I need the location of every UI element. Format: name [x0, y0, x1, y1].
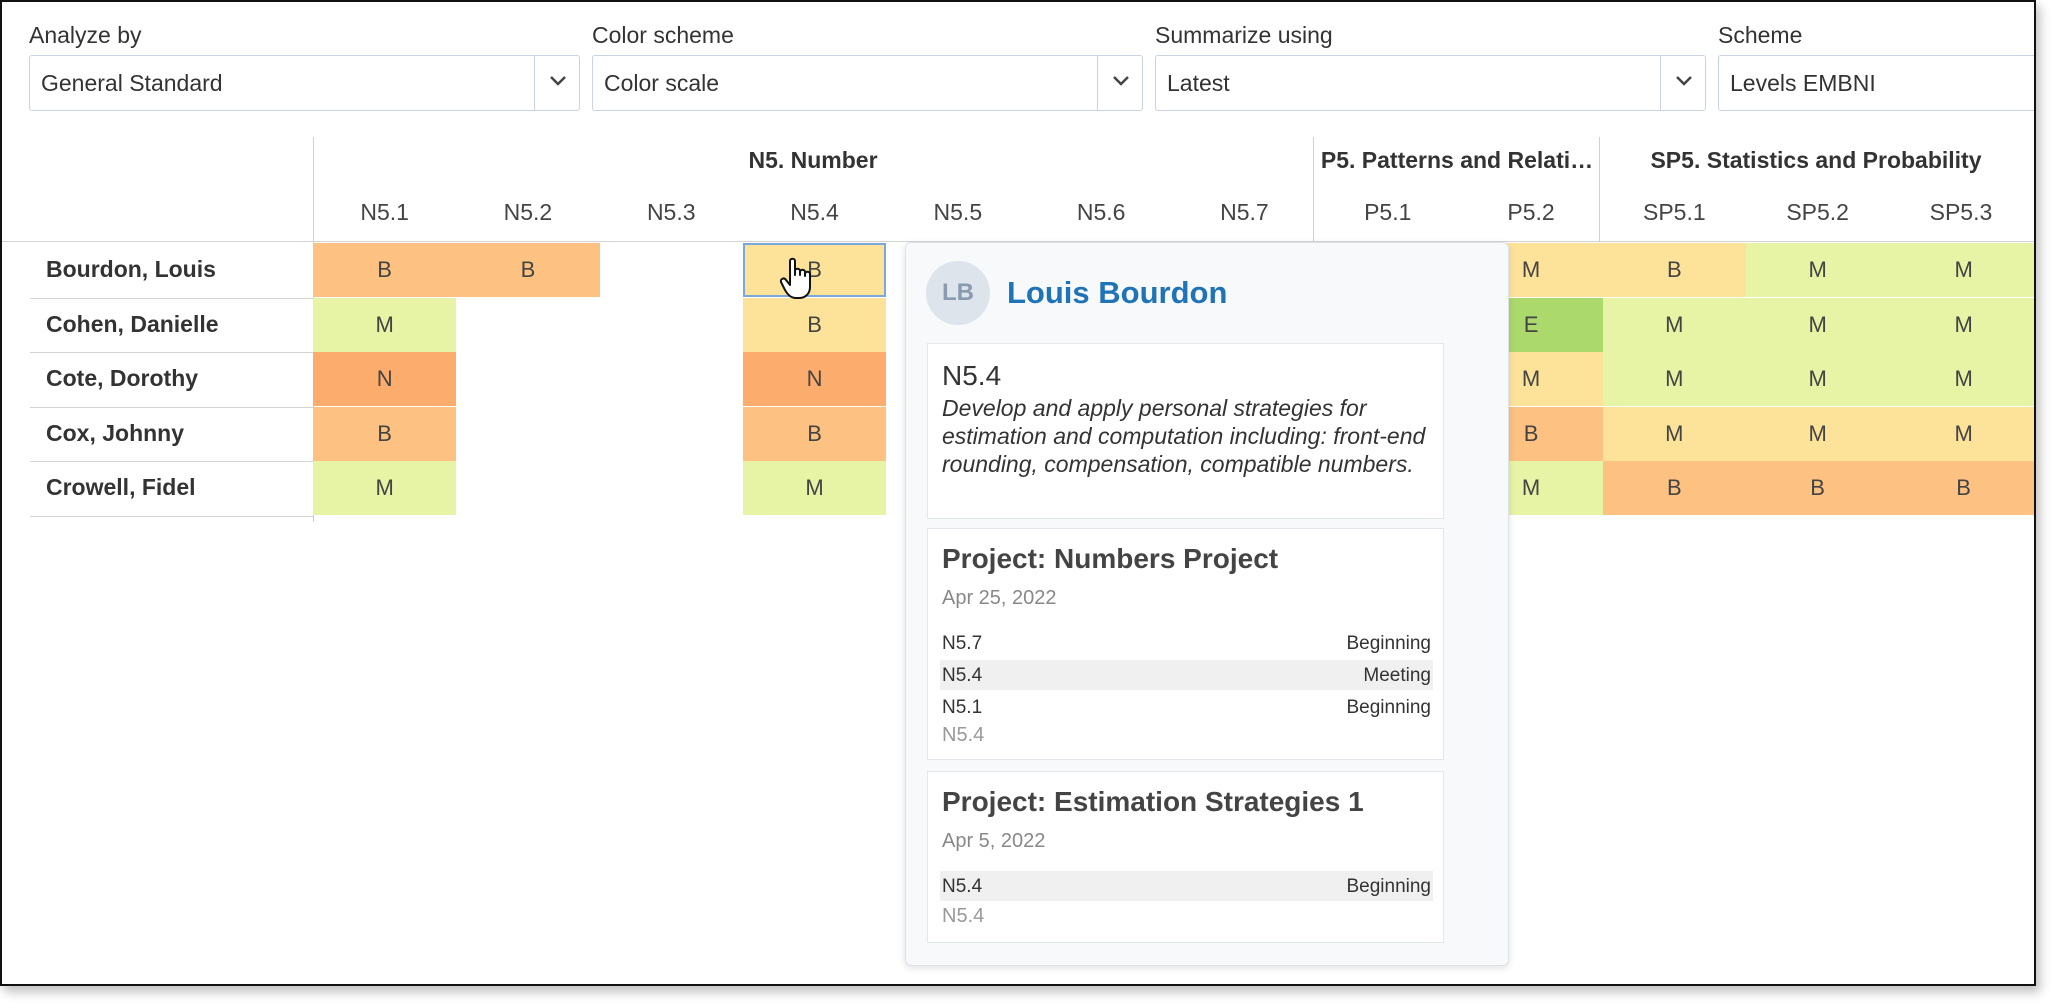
row-divider [30, 352, 313, 353]
group-divider [1313, 137, 1314, 241]
project-footer-code: N5.4 [942, 724, 985, 746]
color-scheme-value: Color scale [604, 70, 720, 96]
group-header-p5: P5. Patterns and Relati… [1320, 147, 1594, 173]
grid-cell[interactable]: B [313, 243, 457, 297]
grid-cell[interactable]: M [1889, 243, 2034, 297]
summarize-value: Latest [1167, 70, 1230, 96]
column-header[interactable]: N5.5 [933, 199, 983, 225]
student-row-name[interactable]: Cohen, Danielle [46, 310, 219, 337]
grid-cell[interactable]: N [742, 352, 887, 406]
standard-description: Develop and apply personal strategies fo… [942, 395, 1426, 477]
row-divider [30, 461, 313, 462]
project-row-level: Meeting [1363, 665, 1431, 686]
project-footer-code: N5.4 [942, 905, 985, 927]
grid-cell[interactable]: M [313, 297, 457, 352]
group-header-sp5: SP5. Statistics and Probability [1650, 147, 1982, 173]
grid-cell[interactable]: M [313, 461, 457, 515]
column-header[interactable]: SP5.3 [1929, 199, 1993, 225]
grid-cell[interactable]: B [456, 243, 600, 297]
project-date: Apr 5, 2022 [942, 830, 1046, 852]
scheme-label: Scheme [1718, 22, 1803, 48]
column-header[interactable]: SP5.1 [1643, 199, 1706, 225]
row-divider [30, 515, 313, 517]
color-scheme-label: Color scheme [592, 22, 734, 48]
grid-cell[interactable]: M [1746, 352, 1890, 406]
project-row: N5.4 Beginning [940, 871, 1433, 901]
grid-cell[interactable]: M [1602, 352, 1746, 406]
grid-cell[interactable]: B [742, 406, 887, 461]
project-row-code: N5.4 [942, 876, 983, 897]
grid-cell[interactable]: M [1602, 297, 1746, 352]
project-row-level: Beginning [1346, 697, 1431, 718]
standards-grid: N5. Number P5. Patterns and Relati… SP5.… [2, 137, 2034, 984]
column-header[interactable]: N5.3 [646, 199, 696, 225]
student-row-name[interactable]: Cox, Johnny [46, 419, 185, 446]
column-header[interactable]: SP5.2 [1786, 199, 1849, 225]
analyze-by-label: Analyze by [29, 22, 142, 48]
summarize-label: Summarize using [1155, 22, 1333, 48]
student-row-name[interactable]: Bourdon, Louis [46, 256, 216, 282]
project-row-level: Beginning [1346, 876, 1431, 897]
project-row-code: N5.1 [942, 697, 983, 718]
student-row-name[interactable]: Crowell, Fidel [46, 474, 196, 500]
student-name-link[interactable]: Louis Bourdon [1007, 275, 1228, 310]
project-row: N5.7 Beginning [940, 628, 1433, 658]
grid-cell[interactable]: B [1602, 243, 1746, 297]
grid-cell[interactable]: N [313, 352, 457, 406]
grid-cell[interactable]: B [742, 243, 887, 297]
chevron-down-icon[interactable] [534, 56, 579, 110]
grid-cell[interactable]: M [1889, 406, 2034, 461]
column-header[interactable]: N5.1 [360, 199, 409, 225]
scheme-value: Levels EMBNI [1730, 70, 1876, 96]
group-header-n5: N5. Number [748, 147, 878, 173]
standards-analysis-window: Analyze by General Standard Color scheme… [0, 0, 2036, 986]
grid-cell[interactable]: B [1889, 461, 2034, 515]
project-date: Apr 25, 2022 [942, 587, 1057, 609]
standard-code: N5.4 [942, 360, 1002, 391]
scheme-select[interactable]: Levels EMBNI [1718, 55, 2034, 111]
project-row-code: N5.4 [942, 665, 983, 686]
color-scheme-select[interactable]: Color scale [592, 55, 1143, 111]
project-card: Project: Estimation Strategies 1 Apr 5, … [927, 771, 1444, 943]
row-divider [30, 406, 313, 408]
column-header[interactable]: P5.1 [1364, 199, 1412, 225]
project-title[interactable]: Project: Numbers Project [942, 543, 1279, 574]
project-card: Project: Numbers Project Apr 25, 2022 N5… [927, 528, 1444, 760]
analyze-by-value: General Standard [41, 70, 223, 96]
column-header[interactable]: N5.2 [503, 199, 553, 225]
chevron-down-icon[interactable] [1660, 56, 1705, 110]
grid-cell[interactable]: M [1746, 406, 1890, 461]
grid-cell[interactable]: M [1746, 297, 1890, 352]
hand-cursor-icon [779, 257, 811, 299]
header-divider [2, 241, 2034, 242]
summarize-select[interactable]: Latest [1155, 55, 1706, 111]
project-row: N5.4 Meeting [940, 660, 1433, 690]
grid-cell[interactable]: B [1602, 461, 1746, 515]
project-row-code: N5.7 [942, 633, 983, 654]
project-title[interactable]: Project: Estimation Strategies 1 [942, 786, 1364, 817]
chevron-down-icon[interactable] [1097, 56, 1142, 110]
column-header[interactable]: N5.6 [1076, 199, 1126, 225]
grid-cell[interactable]: B [742, 297, 887, 352]
standard-card: N5.4 Develop and apply personal strategi… [927, 343, 1444, 519]
grid-cell[interactable]: M [1746, 243, 1890, 297]
grid-cell[interactable]: M [1889, 297, 2034, 352]
project-row-level: Beginning [1346, 633, 1431, 654]
grid-cell[interactable]: B [1746, 461, 1890, 515]
grid-cell[interactable]: M [1602, 406, 1746, 461]
grid-cell[interactable]: M [742, 461, 887, 515]
student-tooltip: LB Louis Bourdon N5.4 Develop and apply … [905, 242, 1509, 966]
column-header[interactable]: P5.2 [1507, 199, 1555, 225]
group-divider [1599, 137, 1600, 241]
column-header[interactable]: N5.4 [790, 199, 839, 225]
student-row-name[interactable]: Cote, Dorothy [46, 365, 199, 391]
project-row: N5.1 Beginning [940, 692, 1433, 722]
avatar: LB [926, 261, 990, 325]
analyze-by-select[interactable]: General Standard [29, 55, 580, 111]
column-header[interactable]: N5.7 [1220, 199, 1269, 225]
grid-cell[interactable]: M [1889, 352, 2034, 406]
grid-cell[interactable]: B [313, 406, 457, 461]
row-divider [30, 297, 313, 299]
